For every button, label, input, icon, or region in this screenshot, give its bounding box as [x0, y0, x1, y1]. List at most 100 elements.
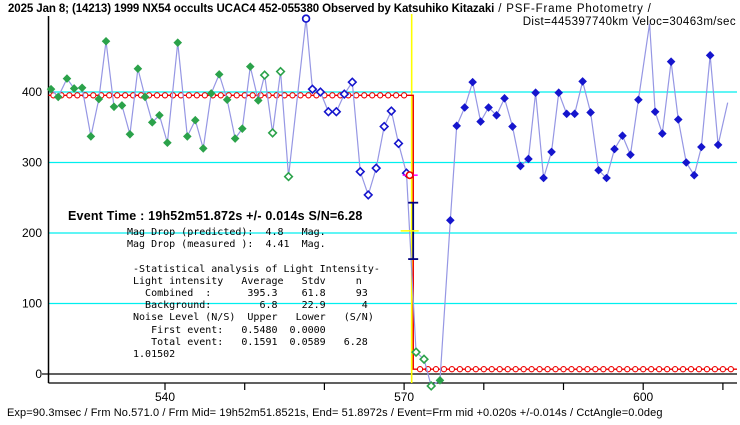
- data-point-green-filled: [206, 89, 216, 98]
- data-point-green-filled: [173, 38, 183, 47]
- data-point-green-open: [426, 381, 437, 391]
- data-point-green-filled: [190, 115, 200, 125]
- data-point-blue-open: [315, 87, 326, 97]
- data-point-blue-filled: [562, 109, 571, 119]
- event-point-marker: [405, 171, 414, 180]
- model-frame-circle: [122, 92, 129, 99]
- x-axis-label-600: 600: [633, 390, 653, 404]
- data-point-blue-filled: [500, 94, 509, 103]
- data-point-blue-filled: [468, 77, 477, 87]
- model-frame-circle: [400, 92, 408, 99]
- model-frame-circle: [153, 92, 161, 99]
- data-point-blue-open: [386, 106, 397, 116]
- data-point-blue-filled: [689, 170, 699, 180]
- model-frame-circle: [432, 366, 440, 373]
- data-point-blue-filled: [673, 115, 683, 124]
- data-point-green-filled: [435, 376, 445, 385]
- data-point-blue-filled: [539, 173, 548, 183]
- data-point-green-open: [419, 354, 429, 365]
- event-time-result: Event Time : 19h52m51.872s +/- 0.014s S/…: [68, 209, 363, 223]
- data-point-blue-open: [331, 106, 342, 117]
- model-frame-circle: [663, 366, 671, 373]
- data-point-blue-open: [363, 189, 374, 200]
- data-point-green-filled: [62, 74, 72, 83]
- data-point-green-open: [267, 127, 278, 138]
- data-point-blue-filled: [658, 129, 667, 138]
- model-frame-circle: [592, 366, 599, 373]
- model-frame-circle: [90, 92, 97, 99]
- data-point-green-filled: [183, 132, 192, 141]
- y-axis-label-0: 0: [35, 367, 42, 381]
- model-frame-circle: [416, 366, 424, 373]
- model-frame-circle: [329, 92, 336, 99]
- model-frame-circle: [392, 92, 400, 99]
- data-point-green-filled: [46, 84, 56, 94]
- model-frame-circle: [297, 92, 304, 99]
- model-frame-circle: [727, 366, 735, 373]
- model-frame-circle: [289, 92, 296, 99]
- data-point-blue-open: [371, 163, 382, 174]
- model-frame-circle: [624, 366, 631, 373]
- model-frame-circle: [488, 366, 495, 373]
- data-point-blue-open: [339, 89, 350, 100]
- data-point-blue-filled: [578, 77, 587, 86]
- model-frame-circle: [648, 366, 655, 373]
- data-point-blue-open: [323, 106, 334, 117]
- data-point-blue-filled: [681, 158, 691, 167]
- chart-subtitle-distance-velocity: Dist=445397740km Veloc=30463m/sec: [522, 16, 736, 28]
- data-point-blue-filled: [484, 103, 493, 112]
- data-point-green-filled: [133, 64, 143, 74]
- data-point-green-filled: [53, 92, 63, 102]
- data-point-blue-filled: [524, 154, 533, 164]
- data-point-blue-filled: [705, 51, 715, 60]
- model-frame-circle: [679, 366, 687, 373]
- model-frame-circle: [193, 92, 201, 99]
- data-point-green-filled: [245, 62, 255, 71]
- data-point-blue-filled: [476, 117, 485, 126]
- data-point-blue-open: [379, 121, 390, 132]
- data-point-green-filled: [198, 144, 208, 153]
- model-frame-circle: [552, 366, 559, 373]
- model-frame-circle: [711, 366, 719, 373]
- data-point-blue-filled: [492, 110, 501, 120]
- data-point-green-filled: [222, 95, 232, 105]
- model-frame-circle: [608, 366, 615, 373]
- data-point-blue-filled: [626, 150, 635, 160]
- model-frame-circle: [512, 366, 519, 373]
- data-point-blue-open: [347, 77, 358, 88]
- y-axis-label-200: 200: [22, 226, 42, 240]
- model-frame-circle: [719, 366, 727, 373]
- data-point-green-filled: [77, 83, 87, 93]
- data-point-green-open: [411, 347, 421, 358]
- data-point-green-filled: [230, 134, 240, 143]
- model-frame-circle: [66, 92, 73, 99]
- model-frame-circle: [161, 92, 169, 99]
- model-frame-circle: [632, 366, 639, 373]
- chart-title: 2025 Jan 8; (14213) 1999 NX54 occults UC…: [8, 3, 652, 15]
- model-frame-circle: [361, 92, 368, 99]
- clipped-peak-circle: [301, 14, 311, 23]
- data-point-green-filled: [117, 101, 127, 110]
- data-point-blue-filled: [594, 165, 603, 175]
- data-point-green-filled: [214, 70, 224, 79]
- model-frame-circle: [464, 366, 472, 373]
- model-frame-circle: [369, 92, 376, 99]
- model-frame-circle: [600, 366, 607, 373]
- model-frame-circle: [687, 366, 695, 373]
- data-point-blue-filled: [570, 109, 579, 119]
- model-frame-circle: [377, 92, 384, 99]
- model-frame-circle: [671, 366, 679, 373]
- data-point-blue-filled: [610, 144, 619, 154]
- x-axis-label-570: 570: [394, 390, 414, 404]
- model-frame-circle: [273, 92, 280, 99]
- model-frame-circle: [217, 92, 224, 99]
- y-axis-label-400: 400: [22, 85, 42, 99]
- chart-title-method: / PSF-Frame Photometry /: [494, 3, 652, 15]
- data-point-blue-open: [355, 166, 366, 177]
- model-frame-circle: [74, 92, 81, 99]
- model-frame-circle: [528, 366, 535, 373]
- data-point-green-open: [283, 171, 294, 182]
- model-frame-circle: [576, 366, 583, 373]
- data-point-blue-filled: [508, 122, 517, 131]
